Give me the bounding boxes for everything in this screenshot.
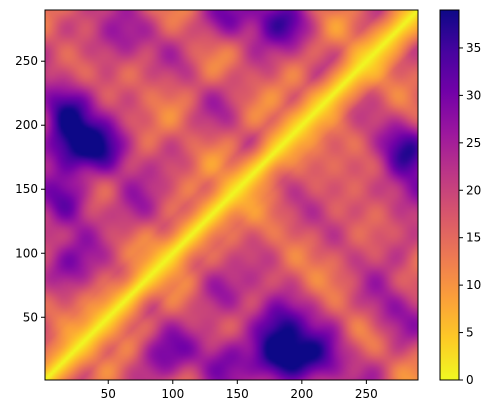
x-tick-label: 250 — [355, 387, 378, 401]
x-tick-label: 50 — [101, 387, 116, 401]
x-tick-label: 150 — [226, 387, 249, 401]
colorbar-tick-label: 35 — [466, 41, 481, 55]
colorbar-tick-label: 30 — [466, 88, 481, 102]
colorbar-tick-label: 25 — [466, 136, 481, 150]
heatmap-image — [45, 10, 418, 380]
colorbar-tick-label: 5 — [466, 326, 474, 340]
y-tick-label: 100 — [15, 246, 38, 260]
y-axis: 50 100 150 200 250 — [15, 54, 45, 324]
colorbar-tick-label: 15 — [466, 231, 481, 245]
plot-frame — [44, 9, 419, 381]
y-tick-label: 150 — [15, 182, 38, 196]
y-tick-label: 50 — [23, 310, 38, 324]
colorbar-tick-label: 10 — [466, 278, 481, 292]
colorbar — [440, 10, 459, 380]
x-tick-label: 200 — [290, 387, 313, 401]
y-tick-label: 200 — [15, 118, 38, 132]
colorbar-frame — [439, 9, 460, 381]
x-tick-label: 100 — [161, 387, 184, 401]
x-axis: 50 100 150 200 250 — [101, 380, 378, 401]
y-tick-label: 250 — [15, 54, 38, 68]
heatmap — [45, 10, 418, 380]
colorbar-tick-label: 0 — [466, 373, 474, 387]
colorbar-tick-label: 20 — [466, 183, 481, 197]
colorbar-axis: 0 5 10 15 20 25 30 35 — [459, 41, 481, 387]
